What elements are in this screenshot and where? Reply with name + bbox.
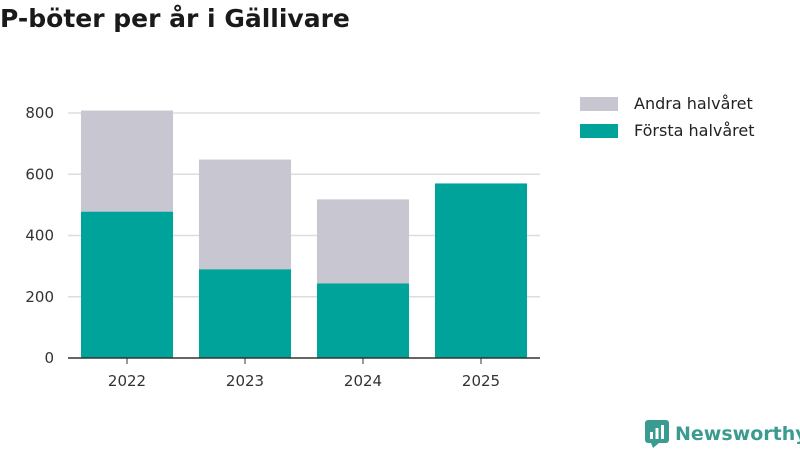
y-tick-label-0: 0 [44,349,54,367]
bar-2023-second-half [198,159,292,270]
chart-title: P-böter per år i Gällivare [0,4,350,33]
bars [80,110,528,358]
bar-2025-first-half [434,183,528,358]
legend: Andra halvåret Första halvåret [580,90,755,144]
legend-swatch-second-half [580,96,618,111]
x-tick-label-2025: 2025 [462,372,500,390]
y-tick-label-400: 400 [25,227,54,245]
y-tick-label-600: 600 [25,165,54,183]
bar-2024-second-half [316,199,410,284]
bar-2024-first-half [316,283,410,358]
x-tick-label-2023: 2023 [226,372,264,390]
legend-label-second-half: Andra halvåret [634,94,753,113]
bar-2023-first-half [198,269,292,358]
brand-name: Newsworthy [675,423,800,445]
axes: 0 200 400 600 800 2022 2023 2024 2025 [25,104,540,390]
legend-item-first-half: Första halvåret [580,117,755,144]
y-tick-label-800: 800 [25,104,54,122]
legend-label-first-half: Första halvåret [634,121,755,140]
x-tick-label-2022: 2022 [108,372,146,390]
y-tick-label-200: 200 [25,288,54,306]
stacked-bar-chart: 0 200 400 600 800 2022 2023 2024 2025 [25,104,540,390]
legend-item-second-half: Andra halvåret [580,90,755,117]
brand-logo: Newsworthy [645,420,800,448]
bar-chart-logo-icon [645,420,669,448]
bar-2022-first-half [80,211,174,358]
x-tick-label-2024: 2024 [344,372,382,390]
legend-swatch-first-half [580,123,618,138]
bar-2022-second-half [80,110,174,212]
